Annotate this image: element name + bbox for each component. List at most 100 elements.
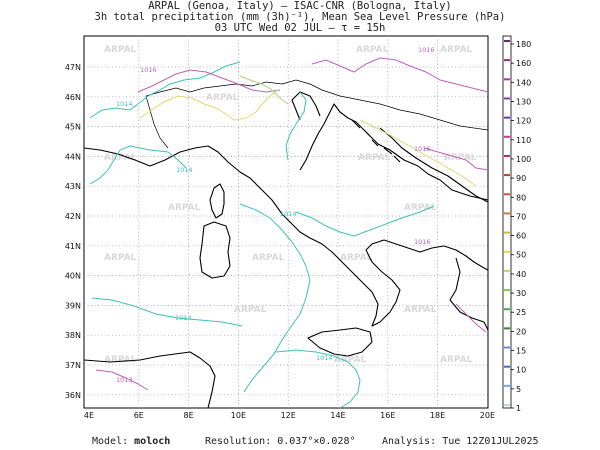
isobar-1013-africa — [95, 369, 149, 391]
coast-north-africa — [83, 351, 216, 409]
header-line-3: 03 UTC Wed 02 JUL — τ = 15h — [214, 22, 386, 34]
colorbar-swatch — [504, 212, 510, 215]
border-alps — [145, 79, 323, 97]
colorbar-swatch — [504, 154, 510, 157]
longitude-label: 20E — [480, 411, 495, 420]
colorbar-swatch — [504, 384, 510, 387]
border-balkans — [321, 89, 489, 131]
colorbar-swatch — [504, 116, 510, 119]
border-france-italy — [145, 95, 169, 149]
arpal-watermark: ARPAL — [206, 93, 239, 103]
precip-colorbar: 1801601401301201101009080706050403025201… — [502, 35, 531, 413]
isobar-label: 1014 — [316, 354, 333, 362]
colorbar-swatch — [504, 346, 510, 349]
footer-model: Model: moloch — [92, 436, 170, 447]
longitude-label: 16E — [380, 411, 395, 420]
colorbar-label: 90 — [516, 174, 526, 183]
colorbar-label: 120 — [516, 117, 531, 126]
colorbar-swatch — [504, 250, 510, 253]
colorbar-label: 60 — [516, 232, 526, 241]
isobar-1014-north — [89, 61, 241, 119]
colorbar-swatch — [504, 404, 510, 406]
coast-sardinia — [199, 221, 231, 279]
colorbar-swatch — [504, 365, 510, 368]
colorbar-label: 80 — [516, 193, 526, 202]
latitude-label: 37N — [65, 361, 81, 370]
longitude-label: 14E — [330, 411, 345, 420]
colorbar-label: 70 — [516, 212, 526, 221]
isobar-1016-north — [137, 69, 281, 93]
colorbar-label: 10 — [516, 366, 526, 375]
colorbar-swatch — [504, 289, 510, 292]
colorbar-label: 110 — [516, 136, 531, 145]
colorbar-swatch — [504, 78, 510, 81]
arpal-watermark: ARPAL — [440, 45, 473, 55]
isobar-1016-greece — [455, 303, 487, 333]
coast-sicily — [307, 327, 373, 357]
colorbar-label: 5 — [516, 385, 521, 394]
precip-green-alps — [239, 75, 289, 105]
graticule — [84, 36, 488, 408]
latitude-label: 41N — [65, 242, 81, 251]
coast-balkans — [379, 127, 489, 203]
colorbar-swatch — [504, 308, 510, 311]
isobar-label: 1016 — [418, 46, 435, 54]
colorbar-swatch — [504, 135, 510, 138]
precip-yellow-alps — [139, 89, 279, 121]
footer-resolution: Resolution: 0.037°×0.028° — [205, 436, 356, 447]
isobar-label: 1016 — [414, 238, 431, 246]
colorbar-label: 15 — [516, 347, 526, 356]
arpal-watermark: ARPAL — [252, 253, 285, 263]
coast-greece — [449, 257, 489, 331]
isobar-1014-adriatic — [295, 205, 435, 237]
longitude-labels: 4E 6E 8E 10E 12E 14E 16E 18E 20E — [84, 411, 495, 420]
colorbar-label: 140 — [516, 78, 531, 87]
header-line-2: 3h total precipitation (mm (3h)⁻¹), Mean… — [94, 11, 506, 23]
colorbar-label: 50 — [516, 251, 526, 260]
arpal-watermark: ARPAL — [104, 253, 137, 263]
latitude-labels: 47N 46N 45N 44N 43N 42N 41N 40N 39N 38N 37N 36N — [65, 63, 81, 400]
watermark-layer: ARPAL ARPAL ARPAL ARPAL ARPAL ARPAL ARPAL ARPAL… — [104, 45, 477, 365]
coast-france — [83, 147, 196, 167]
arpal-watermark: ARPAL — [340, 253, 373, 263]
colorbar-label: 160 — [516, 59, 531, 68]
colorbar-label: 180 — [516, 40, 531, 49]
isobar-1014-east — [285, 91, 307, 161]
isobar-1014-tyrrhenian — [239, 203, 311, 393]
arpal-watermark: ARPAL — [334, 355, 367, 365]
colorbar-swatch — [504, 327, 510, 330]
coast-italy-mainland — [194, 145, 489, 327]
isobar-label: 1014 — [116, 100, 133, 108]
isobar-1016-balkan — [423, 147, 489, 171]
arpal-watermark: ARPAL — [234, 305, 267, 315]
latitude-label: 43N — [65, 182, 81, 191]
colorbar-swatch — [504, 97, 510, 100]
coast-italy-adriatic — [299, 103, 489, 201]
isobar-1014-west — [89, 145, 187, 185]
colorbar-frame — [502, 35, 512, 409]
isobar-1014-south — [91, 297, 243, 327]
isobar-label: 1013 — [116, 376, 133, 384]
header-line-1: ARPAL (Genoa, Italy) — ISAC-CNR (Bologna… — [148, 0, 452, 12]
colorbar-label: 25 — [516, 308, 526, 317]
latitude-label: 45N — [65, 123, 81, 132]
coast-small-islands — [351, 119, 401, 163]
isobar-label: 1014 — [176, 166, 193, 174]
colorbar-swatch — [504, 193, 510, 196]
arpal-watermark: ARPAL — [404, 305, 437, 315]
footer-analysis: Analysis: Tue 12Z01JUL2025 — [382, 436, 539, 447]
model-label: Model: — [92, 436, 129, 447]
colorbar-label: 1 — [516, 404, 521, 413]
latitude-label: 36N — [65, 391, 81, 400]
isobar-label: 1014 — [175, 314, 192, 322]
colorbar-label: 30 — [516, 289, 526, 298]
borders — [145, 79, 489, 149]
longitude-label: 10E — [231, 411, 246, 420]
colorbar-swatch — [504, 269, 510, 272]
latitude-label: 38N — [65, 331, 81, 340]
longitude-label: 4E — [84, 411, 94, 420]
arpal-watermark: ARPAL — [440, 355, 473, 365]
longitude-label: 8E — [184, 411, 194, 420]
arpal-watermark: ARPAL — [104, 355, 137, 365]
isobar-1014-ionian — [275, 349, 361, 409]
